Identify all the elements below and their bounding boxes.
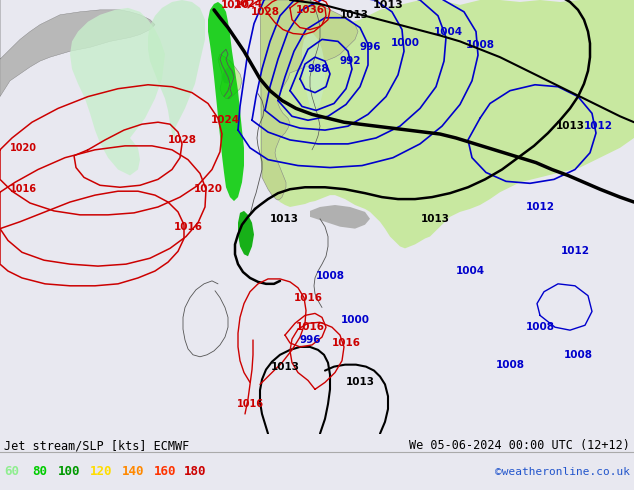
Text: 100: 100	[58, 466, 81, 478]
Text: 1013: 1013	[555, 121, 585, 131]
Text: 1013: 1013	[420, 214, 450, 224]
Text: We 05-06-2024 00:00 UTC (12+12): We 05-06-2024 00:00 UTC (12+12)	[409, 439, 630, 452]
Text: 160: 160	[154, 466, 176, 478]
Polygon shape	[260, 0, 634, 248]
Polygon shape	[260, 0, 358, 200]
Text: 1008: 1008	[564, 350, 593, 360]
Text: 1020: 1020	[10, 143, 37, 153]
Text: 1013: 1013	[271, 362, 299, 371]
Text: 1016: 1016	[236, 399, 264, 409]
Text: 1013: 1013	[269, 214, 299, 224]
Polygon shape	[70, 8, 165, 175]
Text: 1013: 1013	[346, 377, 375, 388]
Text: 1016: 1016	[174, 221, 202, 232]
Text: 996: 996	[299, 335, 321, 345]
Text: 996: 996	[359, 42, 381, 52]
Text: 80: 80	[32, 466, 47, 478]
Text: 1000: 1000	[340, 315, 370, 325]
Text: 140: 140	[122, 466, 145, 478]
Text: 1020: 1020	[193, 184, 223, 194]
Text: 60: 60	[4, 466, 19, 478]
Text: 1016: 1016	[294, 293, 323, 303]
Text: 1016: 1016	[332, 338, 361, 348]
Text: 1013: 1013	[339, 10, 368, 20]
Polygon shape	[238, 211, 254, 256]
Text: 1008: 1008	[465, 40, 495, 50]
Text: 1024: 1024	[233, 0, 262, 9]
Text: 992: 992	[339, 56, 361, 66]
Text: ©weatheronline.co.uk: ©weatheronline.co.uk	[495, 467, 630, 477]
Text: 1004: 1004	[455, 266, 484, 276]
Text: Jet stream/SLP [kts] ECMWF: Jet stream/SLP [kts] ECMWF	[4, 439, 190, 452]
Polygon shape	[302, 33, 325, 118]
Polygon shape	[0, 0, 155, 97]
Text: 1012: 1012	[560, 246, 590, 256]
Text: 1036: 1036	[295, 5, 325, 15]
Text: 1020: 1020	[221, 0, 250, 10]
Text: 988: 988	[307, 64, 329, 74]
Text: 1012: 1012	[526, 202, 555, 212]
Text: 1013: 1013	[373, 0, 403, 10]
Polygon shape	[218, 54, 242, 98]
Text: 1008: 1008	[316, 271, 344, 281]
Polygon shape	[208, 2, 244, 201]
Text: 1028: 1028	[250, 7, 280, 17]
Text: 1016: 1016	[295, 322, 325, 332]
Polygon shape	[148, 0, 205, 140]
Polygon shape	[222, 67, 235, 84]
Polygon shape	[310, 205, 370, 229]
Text: 1028: 1028	[167, 135, 197, 145]
Text: 1008: 1008	[496, 360, 524, 369]
Text: 120: 120	[90, 466, 112, 478]
Text: 1008: 1008	[526, 322, 555, 332]
Text: 1000: 1000	[391, 38, 420, 49]
Text: 1024: 1024	[210, 115, 240, 125]
Text: 1016: 1016	[10, 184, 37, 194]
Text: 180: 180	[184, 466, 207, 478]
Text: 1004: 1004	[434, 26, 463, 37]
Text: 1012: 1012	[583, 121, 612, 131]
